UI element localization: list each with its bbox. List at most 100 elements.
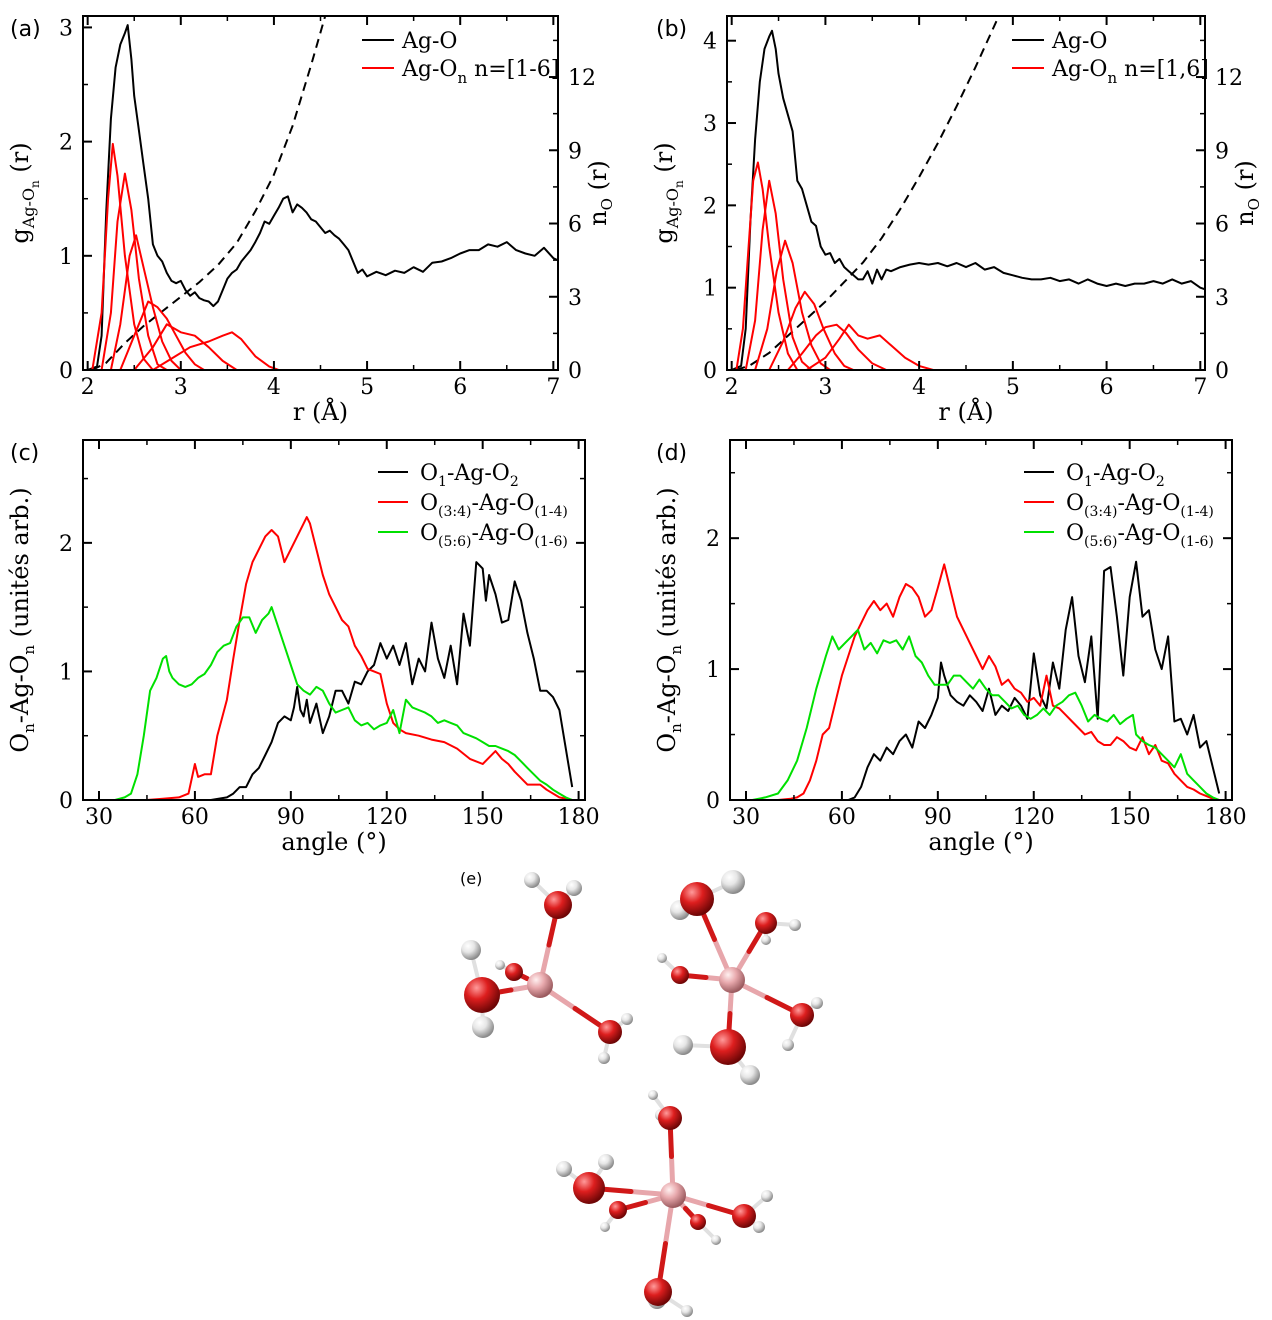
y2-axis-label: nO (r) [584, 160, 616, 226]
legend-entry: Ag-On n=[1,6] [1051, 57, 1209, 87]
oxygen-atom [644, 1278, 672, 1306]
y2-tick-label: 12 [568, 66, 596, 91]
y-tick-label: 1 [706, 658, 720, 683]
legend-entry: O1-Ag-O2 [1066, 461, 1165, 490]
x-tick-label: 5 [360, 375, 374, 400]
series-line-o-3-4-ag-o-1-4--1 [777, 563, 1220, 800]
y-tick-label: 2 [706, 527, 720, 552]
x-tick-label: 2 [725, 375, 739, 400]
series-line-n6-7 [152, 331, 279, 370]
x-tick-label: 90 [924, 805, 952, 830]
panel-d: 30 60 90 120 150 180 0 1 2 angle (°) On-Ag-On (uni… [653, 439, 1247, 856]
oxygen-atom [732, 1204, 756, 1228]
silver-atom [719, 967, 745, 993]
hydrogen-atom [472, 1016, 494, 1038]
hydrogen-atom [753, 1221, 765, 1233]
plot-frame [729, 439, 1233, 801]
x-tick-label: 60 [828, 805, 856, 830]
x-tick-label: 4 [267, 375, 281, 400]
plot-area [87, 16, 558, 370]
legend-entry: O1-Ag-O2 [420, 461, 519, 490]
series-line-n4-5 [119, 300, 205, 370]
y2-tick-label: 0 [568, 359, 582, 384]
hydrogen-atom [740, 1065, 760, 1085]
x-tick-label: 7 [1193, 375, 1207, 400]
hydrogen-atom [600, 1222, 610, 1232]
y2-tick-label: 6 [1215, 213, 1229, 238]
x-tick-label: 120 [366, 805, 408, 830]
x-tick-label: 150 [462, 805, 504, 830]
panel-label: (a) [10, 17, 41, 42]
hydrogen-atom [598, 1052, 610, 1064]
series-line-o-5-6-ag-o-1-6--2 [114, 606, 573, 800]
legend-entry: O(5:6)-Ag-O(1-6) [420, 521, 568, 550]
series-line-n4-5 [768, 290, 854, 370]
hydrogen-atom [556, 1161, 572, 1177]
panel-label: (e) [460, 869, 482, 888]
hydrogen-atom [461, 940, 481, 960]
y2-axis-label: nO (r) [1231, 160, 1263, 226]
oxygen-atom [464, 977, 500, 1013]
series-line-o1-ag-o2-0 [847, 560, 1221, 800]
y-tick-label: 3 [703, 112, 717, 137]
x-tick-label: 180 [558, 805, 600, 830]
series-line-n5-6 [133, 323, 238, 370]
y-tick-label: 3 [59, 16, 73, 41]
hydrogen-atom [789, 919, 801, 931]
series-line-n3-4 [109, 234, 182, 370]
hydrogen-atom [761, 935, 771, 945]
oxygen-atom [505, 963, 523, 981]
x-tick-label: 3 [174, 375, 188, 400]
hydrogen-atom [782, 1039, 794, 1051]
y-tick-label: 0 [706, 789, 720, 814]
y-tick-label: 0 [59, 789, 73, 814]
hydrogen-atom [566, 880, 582, 896]
x-tick-label: 180 [1205, 805, 1247, 830]
plot-area [752, 560, 1221, 800]
hydrogen-atom [657, 953, 667, 963]
x-tick-label: 30 [85, 805, 113, 830]
silver-atom [660, 1182, 686, 1208]
hydrogen-atom [524, 872, 540, 888]
series-line-n2-3 [100, 172, 168, 370]
series-line-o-3-4-ag-o-1-4--1 [146, 516, 573, 800]
series-line-n1-2 [91, 142, 154, 370]
hydrogen-atom [681, 1305, 693, 1317]
oxygen-atom [573, 1172, 605, 1204]
x-axis-label: r (Å) [938, 397, 993, 426]
panel-label: (d) [656, 441, 687, 466]
hydrogen-atom [495, 960, 505, 970]
x-axis-label: angle (°) [281, 828, 386, 856]
panel-label: (c) [10, 441, 39, 466]
hydrogen-atom [648, 1090, 658, 1100]
series-line-n1-2 [735, 161, 799, 370]
x-tick-label: 3 [818, 375, 832, 400]
series-line-ag-o-0 [87, 24, 558, 370]
x-tick-label: 4 [912, 375, 926, 400]
legend-entry: Ag-O [401, 29, 457, 54]
silver-atom [527, 972, 553, 998]
x-tick-label: 7 [546, 375, 560, 400]
series-line-n5-6 [787, 323, 887, 370]
oxygen-atom [598, 1020, 622, 1044]
oxygen-atom [658, 1106, 682, 1130]
y-tick-label: 1 [703, 277, 717, 302]
y-tick-label: 4 [703, 30, 717, 55]
oxygen-atom [671, 966, 689, 984]
x-axis-label: r (Å) [293, 397, 348, 426]
series-line-ag-o-0 [731, 29, 1205, 370]
y-axis-label: On-Ag-On (unités arb.) [6, 487, 38, 752]
plot-area [731, 16, 1205, 370]
y-tick-label: 2 [59, 131, 73, 156]
hydrogen-atom [811, 997, 823, 1009]
x-tick-label: 6 [453, 375, 467, 400]
x-tick-label: 90 [277, 805, 305, 830]
x-tick-label: 2 [81, 375, 95, 400]
y2-tick-label: 3 [1215, 286, 1229, 311]
oxygen-atom [544, 891, 572, 919]
oxygen-atom [710, 1029, 746, 1065]
y-tick-label: 1 [59, 245, 73, 270]
legend-entry: O(5:6)-Ag-O(1-6) [1066, 521, 1214, 550]
